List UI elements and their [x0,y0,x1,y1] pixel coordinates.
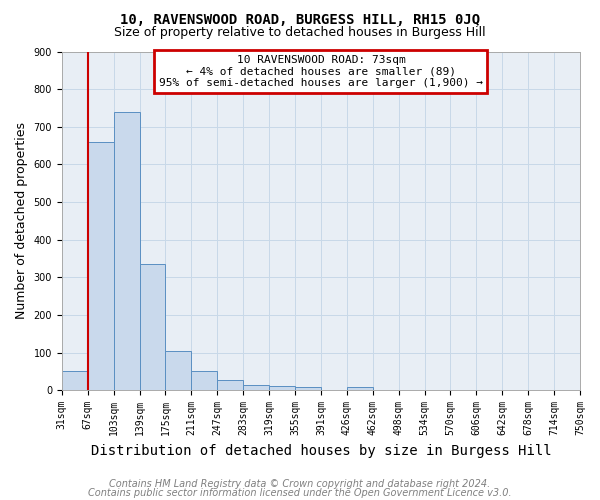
Bar [295,387,321,390]
Text: Size of property relative to detached houses in Burgess Hill: Size of property relative to detached ho… [114,26,486,39]
Bar [62,372,88,390]
Bar [191,372,217,390]
Bar [243,384,269,390]
Bar [88,142,113,390]
Bar [347,387,373,390]
Text: 10, RAVENSWOOD ROAD, BURGESS HILL, RH15 0JQ: 10, RAVENSWOOD ROAD, BURGESS HILL, RH15 … [120,12,480,26]
Bar [166,350,191,390]
Text: 10 RAVENSWOOD ROAD: 73sqm
← 4% of detached houses are smaller (89)
95% of semi-d: 10 RAVENSWOOD ROAD: 73sqm ← 4% of detach… [159,55,483,88]
Text: Contains public sector information licensed under the Open Government Licence v3: Contains public sector information licen… [88,488,512,498]
Bar [217,380,243,390]
Text: Contains HM Land Registry data © Crown copyright and database right 2024.: Contains HM Land Registry data © Crown c… [109,479,491,489]
Bar [269,386,295,390]
Bar [140,264,166,390]
Y-axis label: Number of detached properties: Number of detached properties [15,122,28,320]
X-axis label: Distribution of detached houses by size in Burgess Hill: Distribution of detached houses by size … [91,444,551,458]
Bar [113,112,140,390]
